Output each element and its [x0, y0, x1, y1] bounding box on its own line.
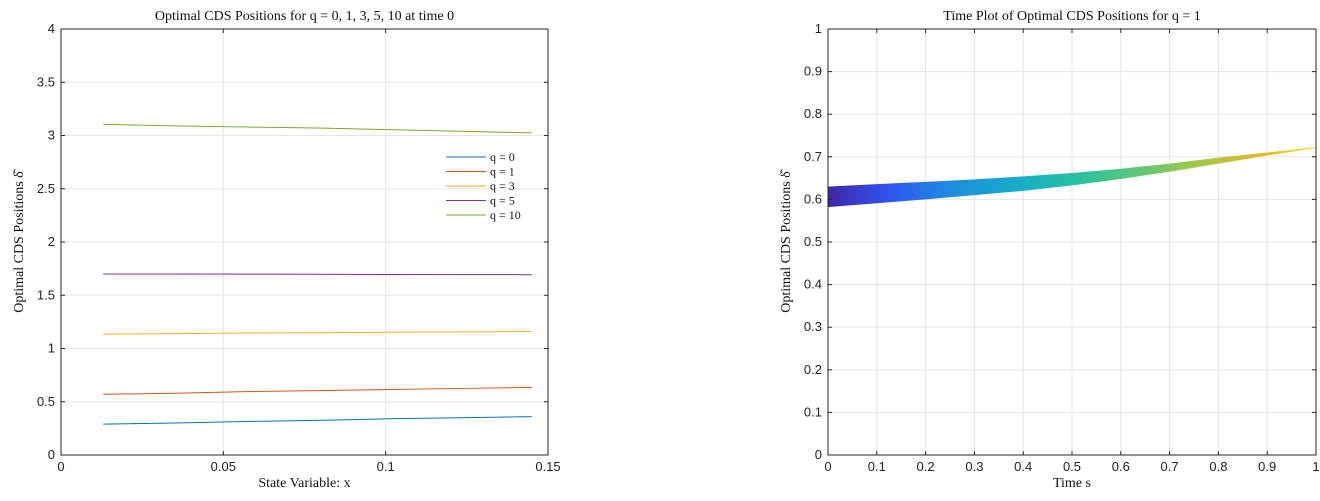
y-tick-label: 2.5 — [37, 181, 55, 196]
y-tick-label: 0.7 — [804, 149, 822, 164]
x-tick-label: 0.6 — [1112, 459, 1130, 474]
axes-2: 0 0.1 0.2 0.3 0.4 0.5 0.6 0.7 0.8 0.9 1 0 0.1 0.2 0.3 0… — [779, 9, 1320, 491]
y-tick-label: 2 — [48, 234, 55, 249]
legend-entry: q = 10 — [490, 208, 521, 222]
x-axis-label: State Variable: x — [258, 476, 350, 491]
x-axis-label: Time s — [1053, 476, 1091, 491]
position-band — [828, 147, 1316, 208]
series-line-4 — [103, 273, 532, 276]
y-tick-label: 0.9 — [804, 64, 822, 79]
x-tick-label: 0.7 — [1161, 459, 1179, 474]
y-axis-label: Optimal CDS Positions δ̂ — [779, 168, 794, 313]
x-tick-label: 0.05 — [211, 459, 236, 474]
y-tick-label: 0.3 — [804, 319, 822, 334]
axes-1: 0 0.05 0.1 0.15 0 0.5 1 1.5 2 2.5 3 3.5 4 Optimal CDS… — [12, 9, 561, 491]
y-tick-label: 0.2 — [804, 362, 822, 377]
x-tick-label: 0.5 — [1063, 459, 1081, 474]
series-line-1 — [103, 416, 532, 425]
y-tick-label: 0.5 — [804, 234, 822, 249]
series-line-5 — [103, 123, 532, 134]
y-tick-label: 3.5 — [37, 74, 55, 89]
legend: q = 0q = 1q = 3q = 5q = 10 — [446, 150, 521, 222]
y-tick-label: 0.1 — [804, 404, 822, 419]
x-tick-label: 0.9 — [1258, 459, 1276, 474]
legend-entry: q = 1 — [490, 165, 515, 179]
series-line-3 — [103, 330, 532, 335]
y-tick-label: 0.6 — [804, 191, 822, 206]
x-tick-label: 1 — [1312, 459, 1319, 474]
series-line-2 — [103, 386, 532, 395]
x-tick-label: 0 — [57, 459, 64, 474]
y-tick-label: 0 — [48, 447, 55, 462]
chart-title: Time Plot of Optimal CDS Positions for q… — [943, 9, 1200, 24]
y-tick-label: 0.8 — [804, 106, 822, 121]
x-tick-label: 0.1 — [868, 459, 886, 474]
y-tick-label: 3 — [48, 128, 55, 143]
y-tick-label: 1.5 — [37, 287, 55, 302]
legend-entry: q = 5 — [490, 194, 515, 208]
y-axis-label: Optimal CDS Positions δ̂ — [12, 168, 27, 313]
x-tick-label: 0.2 — [917, 459, 935, 474]
x-tick-label: 0.3 — [965, 459, 983, 474]
legend-entry: q = 0 — [490, 150, 515, 164]
y-tick-label: 0.5 — [37, 394, 55, 409]
chart-title: Optimal CDS Positions for q = 0, 1, 3, 5… — [155, 9, 454, 24]
x-tick-label: 0 — [824, 459, 831, 474]
x-tick-label: 0.1 — [377, 459, 395, 474]
y-tick-label: 0.4 — [804, 277, 822, 292]
y-tick-label: 1 — [815, 21, 822, 36]
y-tick-label: 0 — [815, 447, 822, 462]
y-tick-label: 4 — [48, 21, 55, 36]
x-tick-label: 0.4 — [1014, 459, 1032, 474]
x-tick-label: 0.15 — [535, 459, 560, 474]
y-tick-label: 1 — [48, 341, 55, 356]
legend-entry: q = 3 — [490, 179, 515, 193]
x-tick-label: 0.8 — [1209, 459, 1227, 474]
